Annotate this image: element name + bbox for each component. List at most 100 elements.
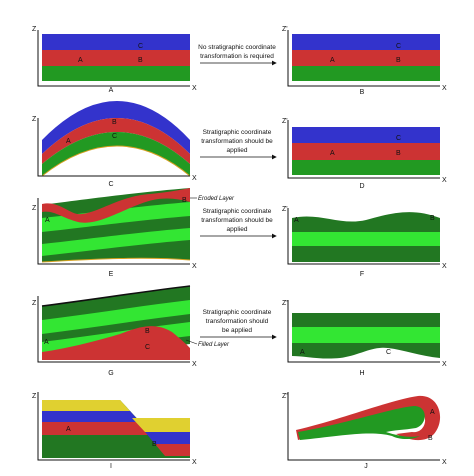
panel-h-point-a: A [300,349,305,356]
panel-c-blue-layer [42,101,190,154]
panel-b-point-a: A [330,57,335,64]
panel-a-red-layer [42,50,190,66]
panel-h-light-green-band [292,327,440,343]
panel-i-point-a: A [66,426,71,433]
panel-b: Z' X C A B B [282,26,447,96]
panel-j-axes [287,392,440,461]
panel-b-axes [287,30,440,87]
panel-c-point-b: B [112,119,117,126]
panel-a-point-b: B [138,57,143,64]
panel-f-axis-x: X [442,263,447,270]
panel-g-axes [37,296,190,363]
panel-b-caption: B [360,89,365,96]
panel-h-axis-x: X [442,361,447,368]
panel-j-axis-z: Z' [282,393,288,400]
panel-c-red-layer [42,118,190,164]
transition-row1: No stratigraphic coordinate transformati… [198,44,277,66]
panel-i-blue-left [42,411,140,422]
panel-j-green-fold [298,406,425,440]
panel-d-axis-x: X [442,177,447,184]
panel-e-eroded-red-layer [42,188,190,223]
panel-d-axes [287,120,440,179]
panel-f-axes [287,208,440,265]
transition-row2: Stratigraphic coordinate transformation … [200,129,277,160]
panel-i-point-b: B [152,441,157,448]
panel-g-caption: G [108,370,113,377]
transition-row4-line2: transformation should [206,318,269,325]
panel-i-axis-z: Z [32,393,37,400]
transition-row2-line1: Stratigraphic coordinate [203,129,272,136]
panel-i-red-left [42,422,152,435]
panel-i-red-right [155,444,190,456]
panel-b-red-layer [292,50,440,66]
panel-c-green-layer [42,132,190,176]
panel-f-light-green-band [292,232,440,246]
panel-e-point-b: B [182,197,187,204]
panel-g-top-line [41,285,191,307]
panel-f-point-a: A [294,217,299,224]
panel-d-point-b: B [396,150,401,157]
panel-a-axis-z: Z [32,26,37,33]
panel-a-caption: A [109,87,114,94]
panel-a: Z X C A B A [32,26,197,94]
panel-g-point-b: B [145,328,150,335]
panel-c: Z X B A C C [32,101,197,188]
panel-i-caption: I [110,463,112,470]
panel-g-filled-note: Filled Layer [198,342,230,348]
panel-j-point-b: B [428,435,433,442]
transition-row4-line1: Stratigraphic coordinate [203,309,272,316]
panel-d-point-a: A [330,150,335,157]
panel-c-caption: C [108,181,113,188]
panel-f-axis-z: Z' [282,206,288,213]
transition-row3-line2: transformation should be [201,217,273,224]
transition-row2-line3: applied [227,147,248,154]
panel-i-yellow-right [132,418,190,432]
panel-i: Z X A B I [32,392,197,470]
panel-b-green-layer [292,66,440,81]
panel-e-base-line [41,257,191,263]
panel-j: Z' X A B J [282,392,447,470]
panel-c-point-a: A [66,138,71,145]
transition-row3-line3: applied [227,226,248,233]
panel-a-green-layer [42,66,190,81]
panel-g-filled-pointer [185,339,198,345]
panel-i-axes [37,392,190,461]
panel-e-point-a: A [45,217,50,224]
panel-c-axis-z: Z [32,116,37,123]
panel-g-filled-red-layer [42,326,190,360]
panel-d-point-c: C [396,135,401,142]
panel-c-base-line [41,145,191,177]
panel-e-eroded-note: Eroded Layer [198,196,235,202]
panel-a-point-a: A [78,57,83,64]
panel-d-axis-z: Z' [282,118,288,125]
panel-f-caption: F [360,271,364,278]
panel-i-yellow-left [42,400,130,411]
panel-b-point-c: C [396,43,401,50]
panel-e-light-green-band-1 [42,202,190,232]
panel-h-axes [287,300,440,363]
panel-h: Z' X A C H [282,300,447,377]
panel-d-green-layer [292,160,440,175]
transition-row1-line2: transformation is required [200,53,274,60]
panel-g-light-green-band-1 [42,300,190,334]
panel-a-axis-x: X [192,85,197,92]
panel-b-axis-x: X [442,85,447,92]
panel-g-axis-x: X [192,361,197,368]
panel-b-point-b: B [396,57,401,64]
transition-row3-line1: Stratigraphic coordinate [203,208,272,215]
panel-c-axis-x: X [192,175,197,182]
panel-d-red-layer [292,143,440,160]
panel-j-caption: J [364,463,368,470]
panel-e-light-green-band-2 [42,228,190,256]
panel-a-blue-layer [42,34,190,50]
transition-row3: Stratigraphic coordinate transformation … [200,208,277,239]
panel-d-caption: D [359,183,364,190]
panel-i-blue-right [145,432,190,444]
transition-row1-line1: No stratigraphic coordinate [198,44,276,51]
panel-d-blue-layer [292,127,440,143]
panel-e-caption: E [109,271,114,278]
panel-h-caption: H [359,370,364,377]
panel-e-axis-z: Z [32,205,37,212]
panel-d: Z' X C A B D [282,118,447,190]
